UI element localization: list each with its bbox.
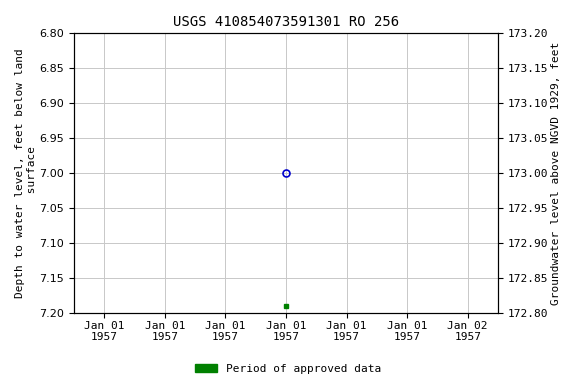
Title: USGS 410854073591301 RO 256: USGS 410854073591301 RO 256 (173, 15, 399, 29)
Y-axis label: Depth to water level, feet below land
 surface: Depth to water level, feet below land su… (15, 48, 37, 298)
Legend: Period of approved data: Period of approved data (191, 359, 385, 379)
Y-axis label: Groundwater level above NGVD 1929, feet: Groundwater level above NGVD 1929, feet (551, 41, 561, 305)
